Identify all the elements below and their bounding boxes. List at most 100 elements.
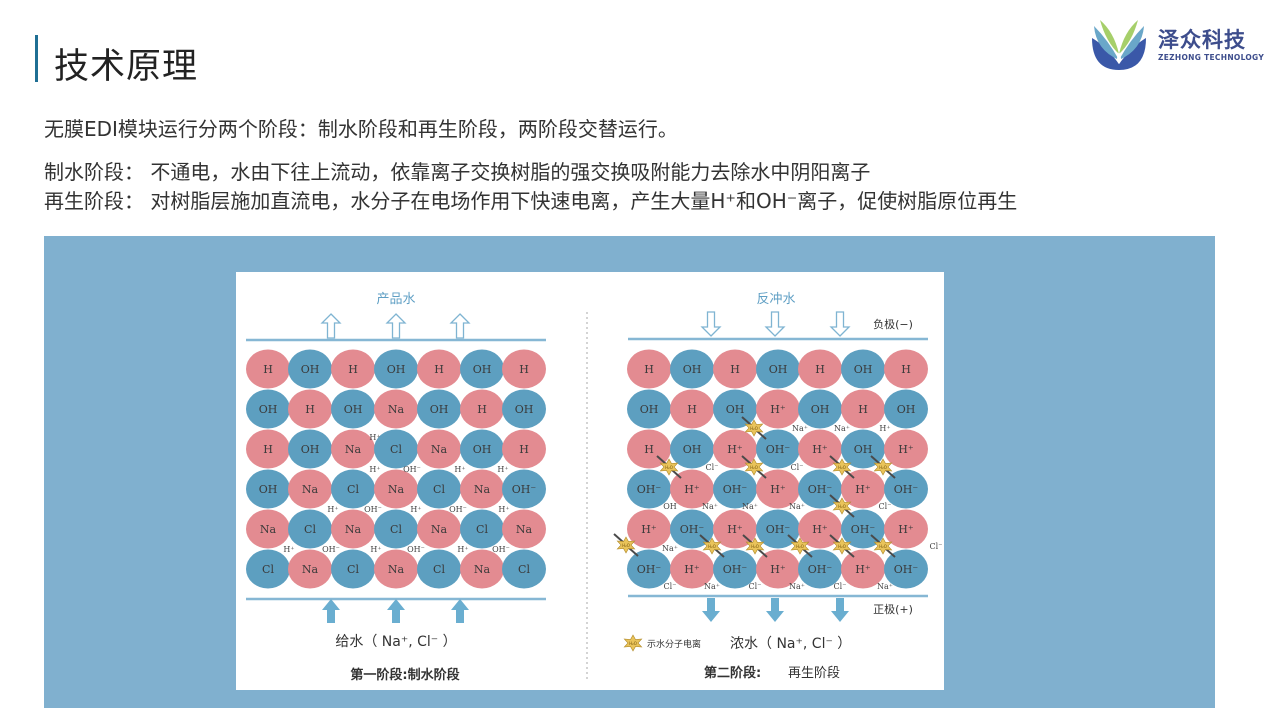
- right-ion-label: Cl⁻: [879, 502, 892, 511]
- left-bead-label: Na: [388, 403, 405, 416]
- left-resin-bead: [288, 509, 332, 549]
- water-dissociation-star-icon-label: H₂O: [750, 465, 758, 470]
- water-dissociation-star-icon-label: H₂O: [751, 544, 759, 549]
- left-resin-bead: [374, 469, 418, 509]
- logo-subtitle: ZEZHONG TECHNOLOGY: [1158, 53, 1265, 62]
- left-resin-bead: [288, 389, 332, 429]
- dissociation-arrow: [756, 430, 767, 440]
- dissociation-arrow: [885, 548, 896, 558]
- left-bead-label: H: [519, 363, 529, 376]
- left-bead-label: H: [263, 443, 273, 456]
- concentrate-arrow: [766, 598, 784, 622]
- product-water-arrow: [449, 313, 471, 339]
- left-bead-label: Na: [388, 483, 405, 496]
- right-ion-label: H⁺: [879, 424, 890, 433]
- left-resin-bead: [502, 349, 546, 389]
- left-bead-label: Cl: [304, 523, 316, 536]
- right-resin-bead: [798, 549, 842, 589]
- left-bead-label: OH: [301, 363, 320, 376]
- left-bead-label: Na: [345, 443, 362, 456]
- right-bead-label: OH: [811, 403, 830, 416]
- right-resin-bead: [884, 549, 928, 589]
- left-bead-label: OH: [301, 443, 320, 456]
- right-bead-label: H⁺: [727, 443, 743, 456]
- right-ion-label: Na⁺: [789, 502, 805, 511]
- left-bead-label: OH: [259, 483, 278, 496]
- left-resin-bead: [288, 549, 332, 589]
- left-resin-bead: [417, 509, 461, 549]
- right-resin-bead: [756, 429, 800, 469]
- right-resin-bead: [798, 389, 842, 429]
- left-bead-label: Cl: [262, 563, 274, 576]
- dissociation-arrow: [656, 455, 667, 465]
- dissociation-arrow: [870, 534, 881, 544]
- stage2-text: 再生阶段： 对树脂层施加直流电，水分子在电场作用下快速电离，产生大量H⁺和OH⁻…: [44, 189, 1018, 213]
- left-resin-bead: [460, 509, 504, 549]
- right-bead-label: OH⁻: [808, 563, 833, 576]
- right-ion-label: Na⁺: [834, 424, 850, 433]
- water-dissociation-star-icon: [832, 537, 852, 555]
- right-bead-label: H⁺: [770, 403, 786, 416]
- right-resin-bead: [713, 549, 757, 589]
- right-bead-label: OH⁻: [894, 563, 919, 576]
- dissociation-arrow: [829, 534, 840, 544]
- concentrate-label: 浓水（ Na⁺, Cl⁻ ）: [730, 636, 851, 652]
- company-logo: 泽众科技 ZEZHONG TECHNOLOGY: [1088, 16, 1268, 72]
- right-resin-bead: [627, 349, 671, 389]
- right-resin-bead: [884, 469, 928, 509]
- water-dissociation-star-icon: [873, 458, 893, 476]
- right-ion-label: Na⁺: [662, 544, 678, 553]
- right-resin-bead: [798, 509, 842, 549]
- water-dissociation-star-icon-label: H₂O: [665, 465, 673, 470]
- left-resin-bead: [417, 389, 461, 429]
- left-bead-label: Na: [431, 443, 448, 456]
- left-resin-bead: [246, 389, 290, 429]
- left-ion-label: H⁺: [454, 465, 465, 474]
- right-resin-bead: [713, 469, 757, 509]
- left-ion-label: OH⁻: [492, 545, 510, 554]
- right-bead-label: H⁺: [770, 563, 786, 576]
- dissociation-arrow: [829, 494, 840, 504]
- right-resin-bead: [884, 389, 928, 429]
- water-dissociation-star-icon: [702, 537, 722, 555]
- left-resin-bead: [246, 469, 290, 509]
- left-bead-label: OH: [473, 443, 492, 456]
- right-resin-bead: [670, 349, 714, 389]
- feed-water-arrow: [387, 599, 405, 623]
- left-bead-label: H: [434, 363, 444, 376]
- left-ion-label: H⁺: [498, 505, 509, 514]
- left-bead-label: OH: [430, 403, 449, 416]
- right-bead-label: OH: [854, 443, 873, 456]
- feed-water-arrow: [322, 599, 340, 623]
- right-resin-bead: [627, 549, 671, 589]
- left-resin-bead: [374, 349, 418, 389]
- right-resin-bead: [884, 349, 928, 389]
- right-resin-bead: [841, 469, 885, 509]
- right-ion-label: Na⁺: [704, 582, 720, 591]
- water-dissociation-star-icon: [744, 419, 764, 437]
- right-bead-label: OH: [726, 403, 745, 416]
- right-resin-bead: [670, 469, 714, 509]
- backwash-water-label: 反冲水: [756, 292, 795, 307]
- water-dissociation-star-icon-label: H₂O: [838, 544, 846, 549]
- left-bead-label: H: [477, 403, 487, 416]
- left-bead-label: H: [348, 363, 358, 376]
- left-resin-bead: [502, 389, 546, 429]
- right-bead-label: H⁺: [812, 523, 828, 536]
- water-dissociation-star-icon: [790, 537, 810, 555]
- water-dissociation-star-icon-label: H₂O: [622, 543, 630, 548]
- dissociation-arrow: [742, 534, 753, 544]
- right-bead-label: H: [644, 443, 654, 456]
- right-bead-label: H⁺: [727, 523, 743, 536]
- left-resin-bead: [331, 429, 375, 469]
- left-bead-label: Cl: [347, 483, 359, 496]
- left-bead-label: H: [519, 443, 529, 456]
- water-dissociation-star-icon-label: H₂O: [796, 544, 804, 549]
- product-water-label: 产品水: [376, 292, 415, 307]
- right-ion-label: Cl⁻: [930, 542, 943, 551]
- dissociation-arrow: [628, 547, 639, 557]
- right-ion-label: Na⁺: [792, 424, 808, 433]
- lotus-logo-icon: [1092, 20, 1146, 70]
- left-resin-bead: [460, 429, 504, 469]
- negative-electrode-label: 负极(−): [873, 317, 913, 331]
